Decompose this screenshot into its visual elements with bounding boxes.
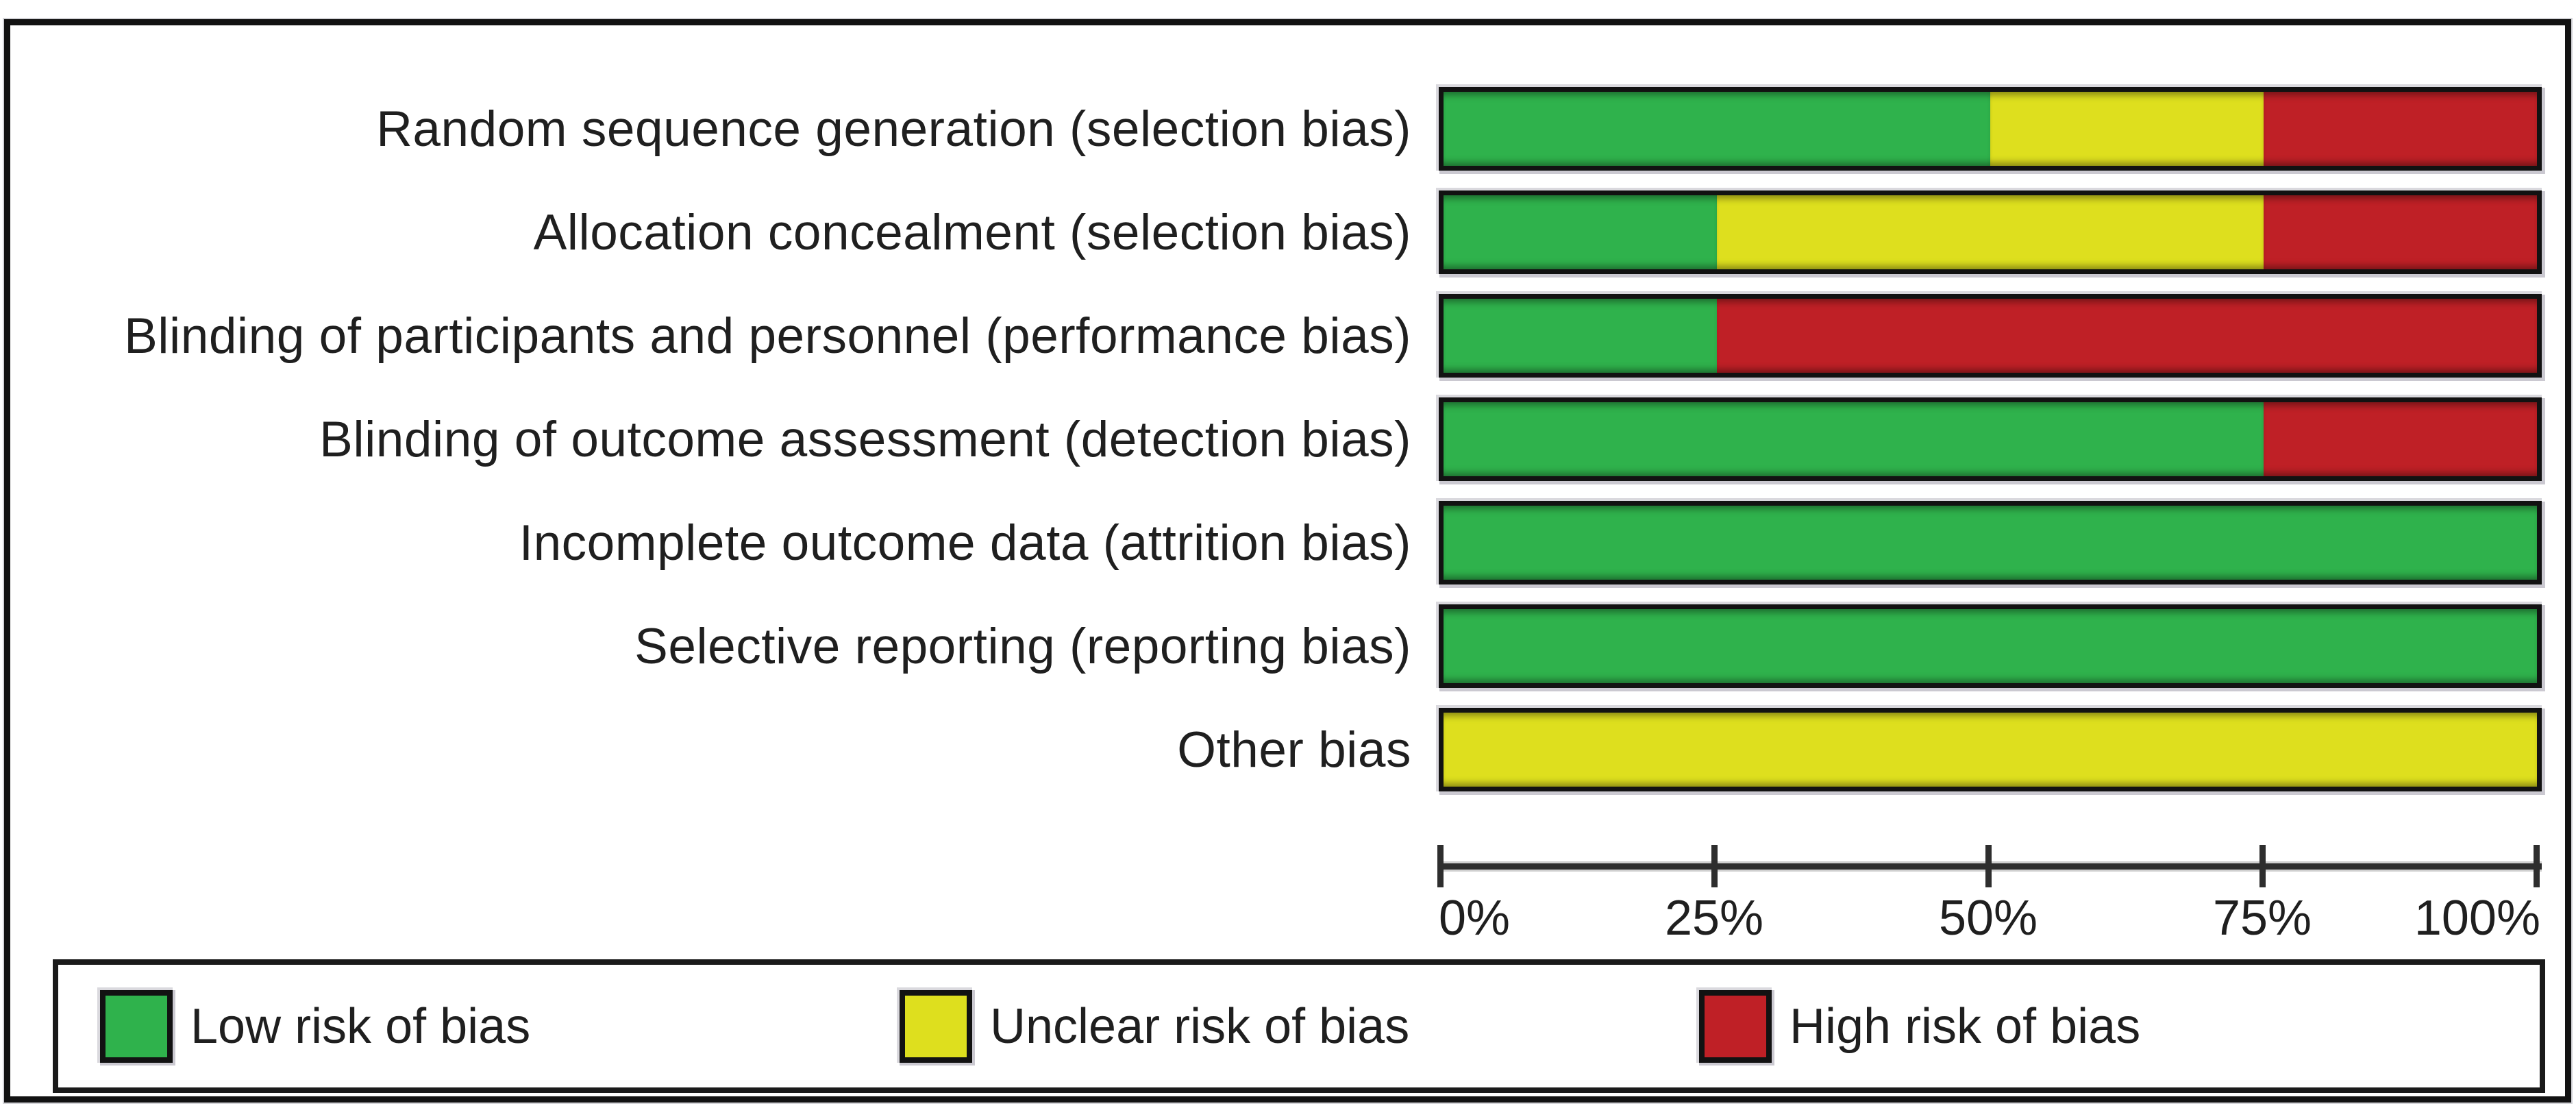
legend-swatch-high-risk xyxy=(1699,989,1772,1063)
legend-label: High risk of bias xyxy=(1789,998,2141,1054)
bar-row xyxy=(1439,501,2542,584)
category-label: Other bias xyxy=(1177,722,1411,778)
category-label: Allocation concealment (selection bias) xyxy=(533,204,1411,260)
bar-segment-unclear-risk xyxy=(1717,195,2264,269)
bar-segment-low-risk xyxy=(1444,402,2264,476)
axis-tick xyxy=(1985,845,1992,887)
legend: Low risk of bias Unclear risk of bias High… xyxy=(53,959,2545,1093)
bar-row xyxy=(1439,708,2542,791)
axis-tick xyxy=(1437,845,1444,887)
legend-item: High risk of bias xyxy=(1699,965,2140,1087)
axis-tick xyxy=(2534,845,2540,887)
category-label: Blinding of outcome assessment (detectio… xyxy=(319,411,1411,467)
axis-tick xyxy=(2259,845,2266,887)
legend-swatch-unclear-risk xyxy=(900,989,972,1063)
bar-segment-low-risk xyxy=(1444,299,1717,373)
legend-label: Unclear risk of bias xyxy=(990,998,1410,1054)
axis-tick-label: 0% xyxy=(1439,891,1511,946)
axis-tick-label: 75% xyxy=(2212,891,2312,946)
axis-tick-label: 50% xyxy=(1938,891,2038,946)
bar-row xyxy=(1439,294,2542,378)
bar-segment-low-risk xyxy=(1444,92,1990,166)
figure-frame: Random sequence generation (selection bi… xyxy=(4,19,2571,1103)
legend-label: Low risk of bias xyxy=(190,998,531,1054)
bar-segment-high-risk xyxy=(2264,92,2537,166)
bar-segment-low-risk xyxy=(1444,195,1717,269)
axis-tick-label: 25% xyxy=(1664,891,1764,946)
bar-row xyxy=(1439,87,2542,171)
legend-item: Unclear risk of bias xyxy=(900,965,1409,1087)
legend-item: Low risk of bias xyxy=(100,965,530,1087)
bar-segment-low-risk xyxy=(1444,506,2537,580)
bar-segment-unclear-risk xyxy=(1444,713,2537,787)
category-label: Random sequence generation (selection bi… xyxy=(376,101,1411,157)
bar-row xyxy=(1439,397,2542,481)
category-label: Selective reporting (reporting bias) xyxy=(634,618,1411,674)
legend-swatch-low-risk xyxy=(100,989,173,1063)
axis-tick xyxy=(1711,845,1718,887)
bar-segment-low-risk xyxy=(1444,609,2537,683)
axis-tick-label: 100% xyxy=(2414,891,2540,946)
category-label: Incomplete outcome data (attrition bias) xyxy=(519,515,1411,571)
bar-segment-high-risk xyxy=(2264,195,2537,269)
bar-row xyxy=(1439,604,2542,688)
bar-row xyxy=(1439,190,2542,274)
category-label: Blinding of participants and personnel (… xyxy=(124,308,1411,364)
bar-segment-high-risk xyxy=(1717,299,2537,373)
bar-segment-unclear-risk xyxy=(1990,92,2264,166)
bar-segment-high-risk xyxy=(2264,402,2537,476)
